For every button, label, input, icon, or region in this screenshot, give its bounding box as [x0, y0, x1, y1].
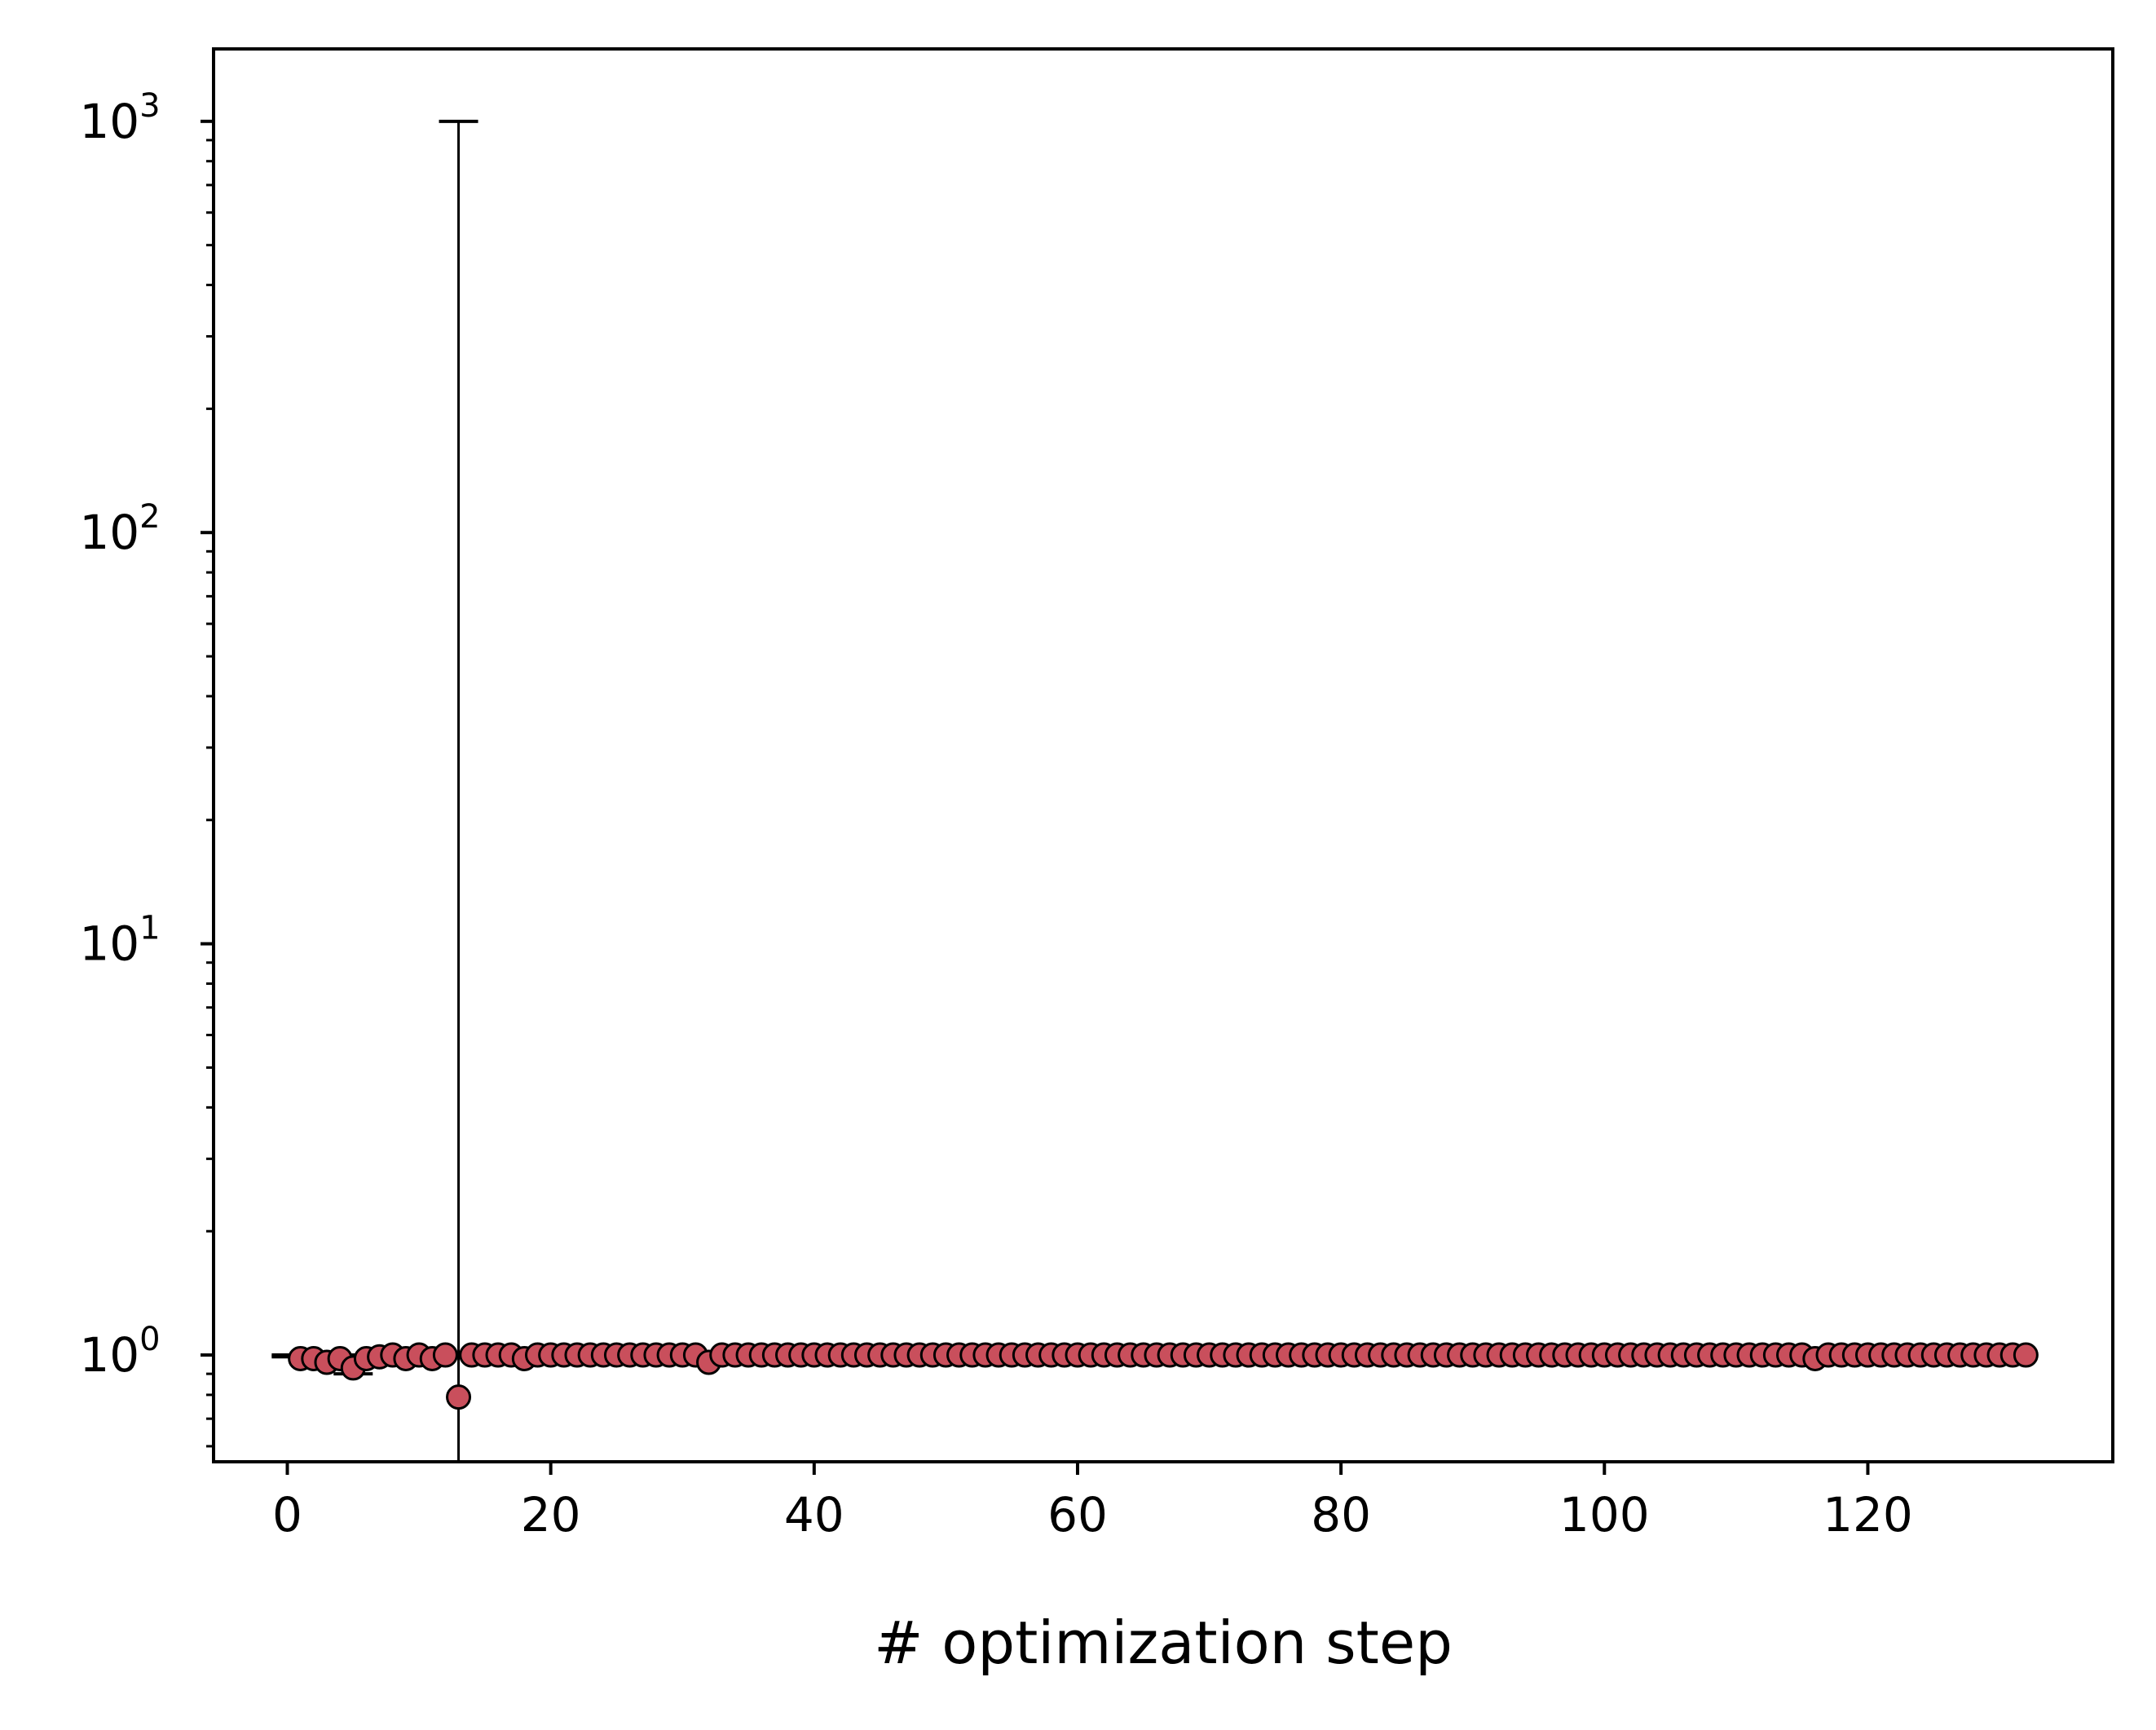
x-tick-label: 40: [784, 1487, 844, 1542]
data-point: [432, 1342, 458, 1368]
y-tick-label: 102: [79, 498, 160, 560]
x-axis-label: # optimization step: [874, 1609, 1453, 1677]
data-point: [446, 1384, 472, 1410]
data-points: [288, 1342, 2039, 1410]
y-tick-label: 101: [79, 910, 160, 972]
x-tick-label: 0: [272, 1487, 302, 1542]
error-bars: [271, 119, 478, 1463]
x-tick-label: 80: [1311, 1487, 1371, 1542]
x-tick-label: 100: [1559, 1487, 1650, 1542]
y-axis-ticks: 100 101 102 103: [79, 87, 214, 1448]
x-tick-label: 20: [521, 1487, 581, 1542]
y-tick-label: 103: [79, 87, 160, 149]
x-tick-label: 120: [1823, 1487, 1913, 1542]
x-axis-ticks: 0 20 40 60 80 100 120: [272, 1462, 1913, 1542]
y-tick-label: 100: [79, 1321, 160, 1383]
plot-frame: [212, 47, 2114, 1463]
data-point: [2013, 1342, 2039, 1368]
x-tick-label: 60: [1047, 1487, 1108, 1542]
